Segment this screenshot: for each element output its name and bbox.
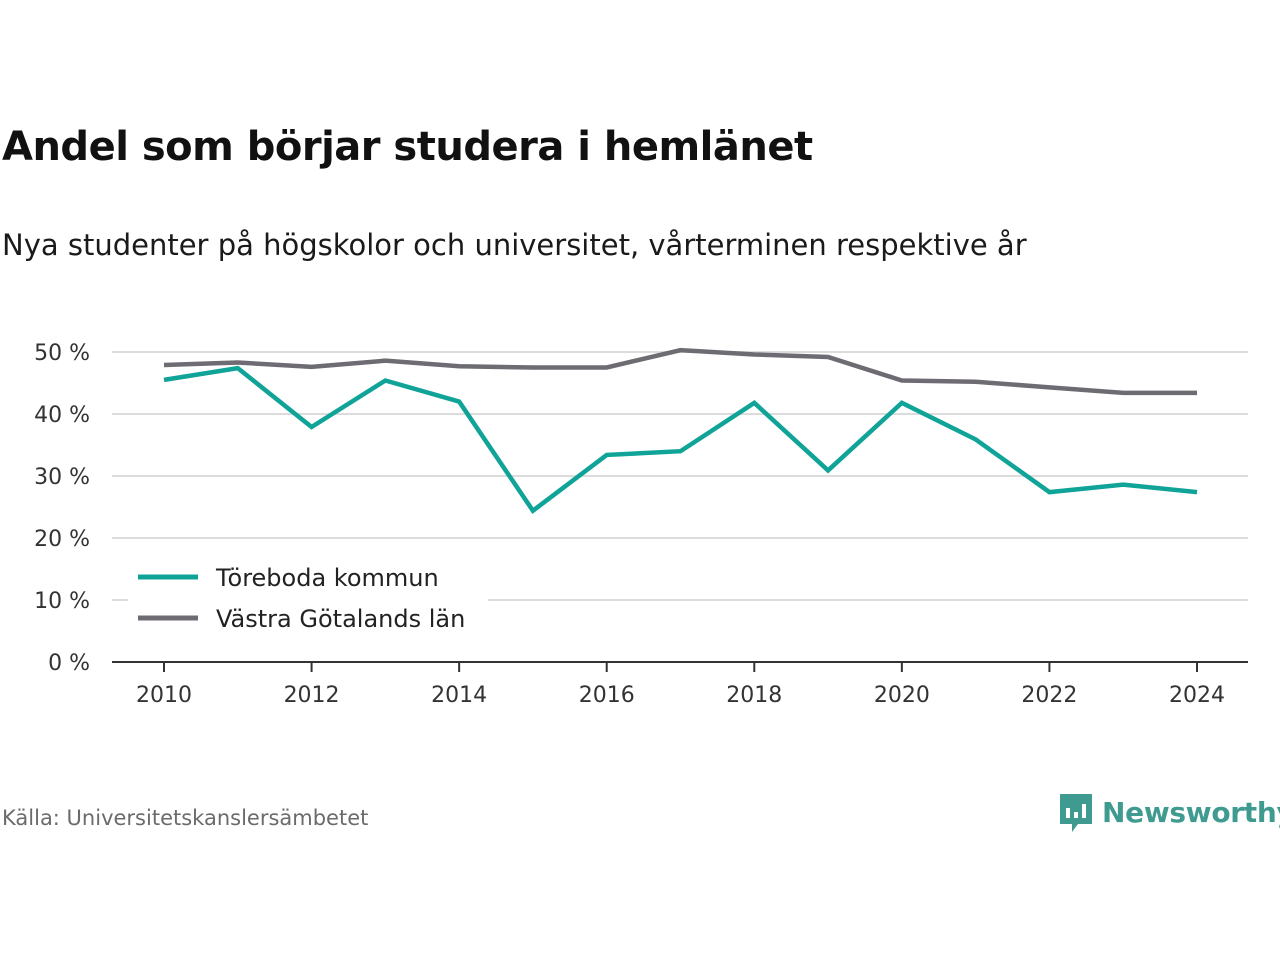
- series-lines: [163, 347, 1198, 514]
- series-line: [163, 365, 1198, 514]
- brand-name: Newsworthy: [1102, 795, 1280, 829]
- chart-subtitle: Nya studenter på högskolor och universit…: [2, 228, 1027, 262]
- x-tick-label: 2010: [136, 683, 192, 708]
- x-tick-label: 2024: [1169, 683, 1225, 708]
- y-tick-label: 30 %: [34, 465, 90, 490]
- source-note: Källa: Universitetskanslersämbetet: [2, 806, 369, 830]
- legend-background: [128, 556, 488, 640]
- series-line: [163, 347, 1197, 396]
- legend: Töreboda kommun Västra Götalands län: [138, 564, 465, 633]
- chart-title: Andel som börjar studera i hemlänet: [2, 124, 813, 170]
- x-tick-label: 2020: [874, 683, 930, 708]
- y-tick-label: 10 %: [34, 589, 90, 614]
- x-tick-label: 2018: [726, 683, 782, 708]
- y-tick-label: 20 %: [34, 527, 90, 552]
- y-tick-label: 40 %: [34, 403, 90, 428]
- x-tick-label: 2022: [1021, 683, 1077, 708]
- x-tick-label: 2016: [579, 683, 635, 708]
- legend-label: Töreboda kommun: [215, 564, 439, 592]
- x-tick-label: 2014: [431, 683, 487, 708]
- y-axis-ticks: 0 % 10 % 20 % 30 % 40 % 50 %: [34, 341, 90, 676]
- x-axis: 2010 2012 2014 2016 2018 2020 2022 2024: [112, 661, 1248, 708]
- newsworthy-logo-icon: [1060, 794, 1092, 832]
- y-tick-label: 0 %: [48, 651, 90, 676]
- y-tick-label: 50 %: [34, 341, 90, 366]
- legend-box: [128, 556, 488, 640]
- x-tick-label: 2012: [284, 683, 340, 708]
- newsworthy-logo: Newsworthy: [1058, 790, 1280, 834]
- legend-label: Västra Götalands län: [216, 605, 465, 633]
